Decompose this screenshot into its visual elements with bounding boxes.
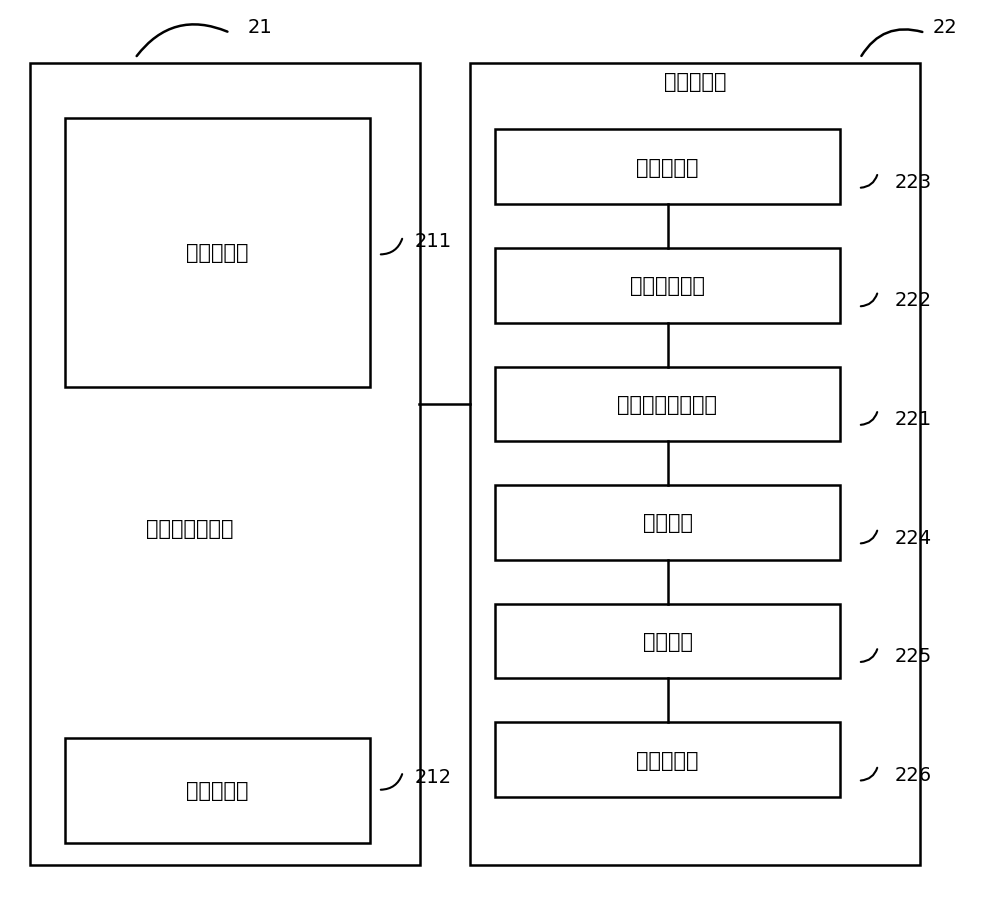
Bar: [495, 367, 840, 442]
Bar: [30, 64, 420, 865]
Text: 非易失性存储器: 非易失性存储器: [146, 518, 234, 538]
Text: 第一读单元: 第一读单元: [636, 750, 699, 770]
Text: 第一写单元: 第一写单元: [636, 158, 699, 178]
Text: 校验存储区: 校验存储区: [186, 781, 249, 800]
Bar: [65, 118, 370, 387]
Text: 循环冗余校验单元: 循环冗余校验单元: [618, 394, 718, 415]
Bar: [495, 249, 840, 323]
Bar: [495, 486, 840, 560]
Text: 222: 222: [895, 292, 932, 310]
Bar: [495, 722, 840, 797]
Bar: [470, 64, 920, 865]
Text: 211: 211: [415, 232, 452, 251]
Text: 22: 22: [933, 18, 957, 36]
Text: 第一存储区: 第一存储区: [186, 243, 249, 262]
Bar: [495, 130, 840, 205]
Text: 21: 21: [248, 18, 272, 36]
Text: 比对单元: 比对单元: [642, 631, 692, 651]
Text: 221: 221: [895, 410, 932, 428]
Text: 寄存单元: 寄存单元: [642, 513, 692, 533]
Text: 225: 225: [895, 647, 932, 665]
Text: 校验值写单元: 校验值写单元: [630, 276, 705, 296]
Text: 226: 226: [895, 765, 932, 783]
Bar: [65, 738, 370, 843]
Bar: [495, 604, 840, 679]
Text: 212: 212: [415, 767, 452, 785]
Text: 223: 223: [895, 173, 932, 191]
Text: 存储控制器: 存储控制器: [664, 72, 726, 92]
Text: 224: 224: [895, 528, 932, 547]
